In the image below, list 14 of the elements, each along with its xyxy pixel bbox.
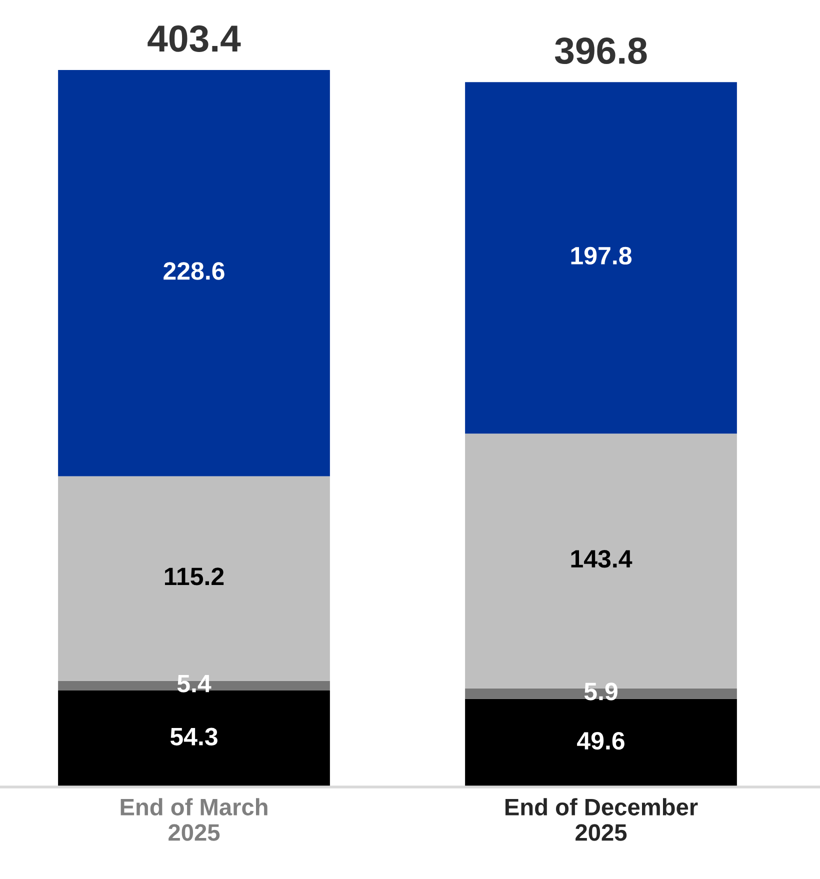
data-label: 49.6 <box>577 732 624 750</box>
data-label: 197.8 <box>571 246 632 265</box>
x-tick-label: End of December 2025 <box>505 798 698 841</box>
data-label: 228.6 <box>164 262 224 280</box>
data-label: 143.4 <box>571 550 632 568</box>
x-tick-label: End of March 2025 <box>120 798 268 841</box>
total-label: 403.4 <box>148 25 241 52</box>
bar <box>465 82 737 434</box>
data-label: 54.3 <box>170 728 218 746</box>
bar <box>465 698 737 787</box>
total-label: 396.8 <box>554 37 647 64</box>
bar <box>58 690 330 787</box>
data-label: 115.2 <box>164 568 224 586</box>
bar <box>58 70 330 476</box>
